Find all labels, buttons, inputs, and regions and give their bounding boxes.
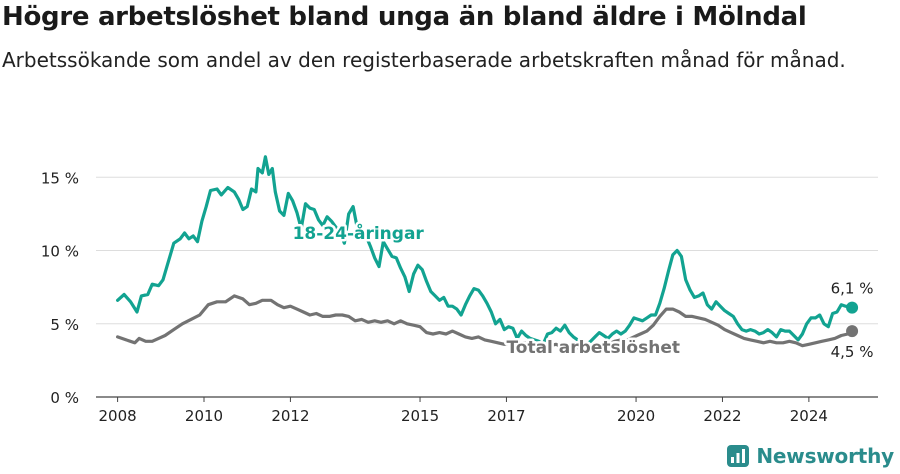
brand-name: Newsworthy — [756, 444, 894, 468]
series-lines — [116, 155, 859, 351]
chart-subtitle: Arbetssökande som andel av den registerb… — [2, 48, 846, 72]
x-tick-label: 2022 — [703, 407, 741, 425]
x-tick-label: 2010 — [185, 407, 223, 425]
x-tick-label: 2020 — [617, 407, 655, 425]
grid-lines — [96, 176, 878, 398]
total-series-line — [116, 294, 854, 351]
y-tick-label: 5 % — [50, 316, 79, 334]
y-tick-label: 0 % — [50, 389, 79, 407]
x-tick-label: 2017 — [487, 407, 525, 425]
y-tick-label: 15 % — [41, 169, 79, 187]
total-series-label: Total arbetslöshet — [506, 338, 680, 358]
x-tick-label: 2008 — [99, 407, 137, 425]
x-tick-label: 2024 — [790, 407, 828, 425]
youth-series-end-point — [846, 301, 859, 314]
total-end-label: 4,5 % — [831, 343, 874, 361]
youth-series-label-halo: 18-24-åringar — [293, 222, 425, 244]
newsworthy-logo: Newsworthy — [726, 444, 894, 468]
total-series-label-halo: Total arbetslöshet — [506, 338, 680, 358]
youth-series-label: 18-24-åringar — [293, 222, 425, 244]
y-axis: 0 % 5 % 10 % 15 % — [41, 169, 79, 407]
x-tick-label: 2012 — [271, 407, 309, 425]
chart-title: Högre arbetslöshet bland unga än bland ä… — [2, 2, 807, 32]
x-axis: 2008 2010 2012 2015 2017 2020 2022 2024 — [99, 397, 828, 425]
y-tick-label: 10 % — [41, 243, 79, 261]
youth-end-label: 6,1 % — [831, 280, 874, 298]
youth-series-line — [116, 155, 854, 346]
x-tick-label: 2015 — [401, 407, 439, 425]
newsworthy-icon — [727, 445, 750, 467]
total-series-end-point — [846, 325, 859, 338]
